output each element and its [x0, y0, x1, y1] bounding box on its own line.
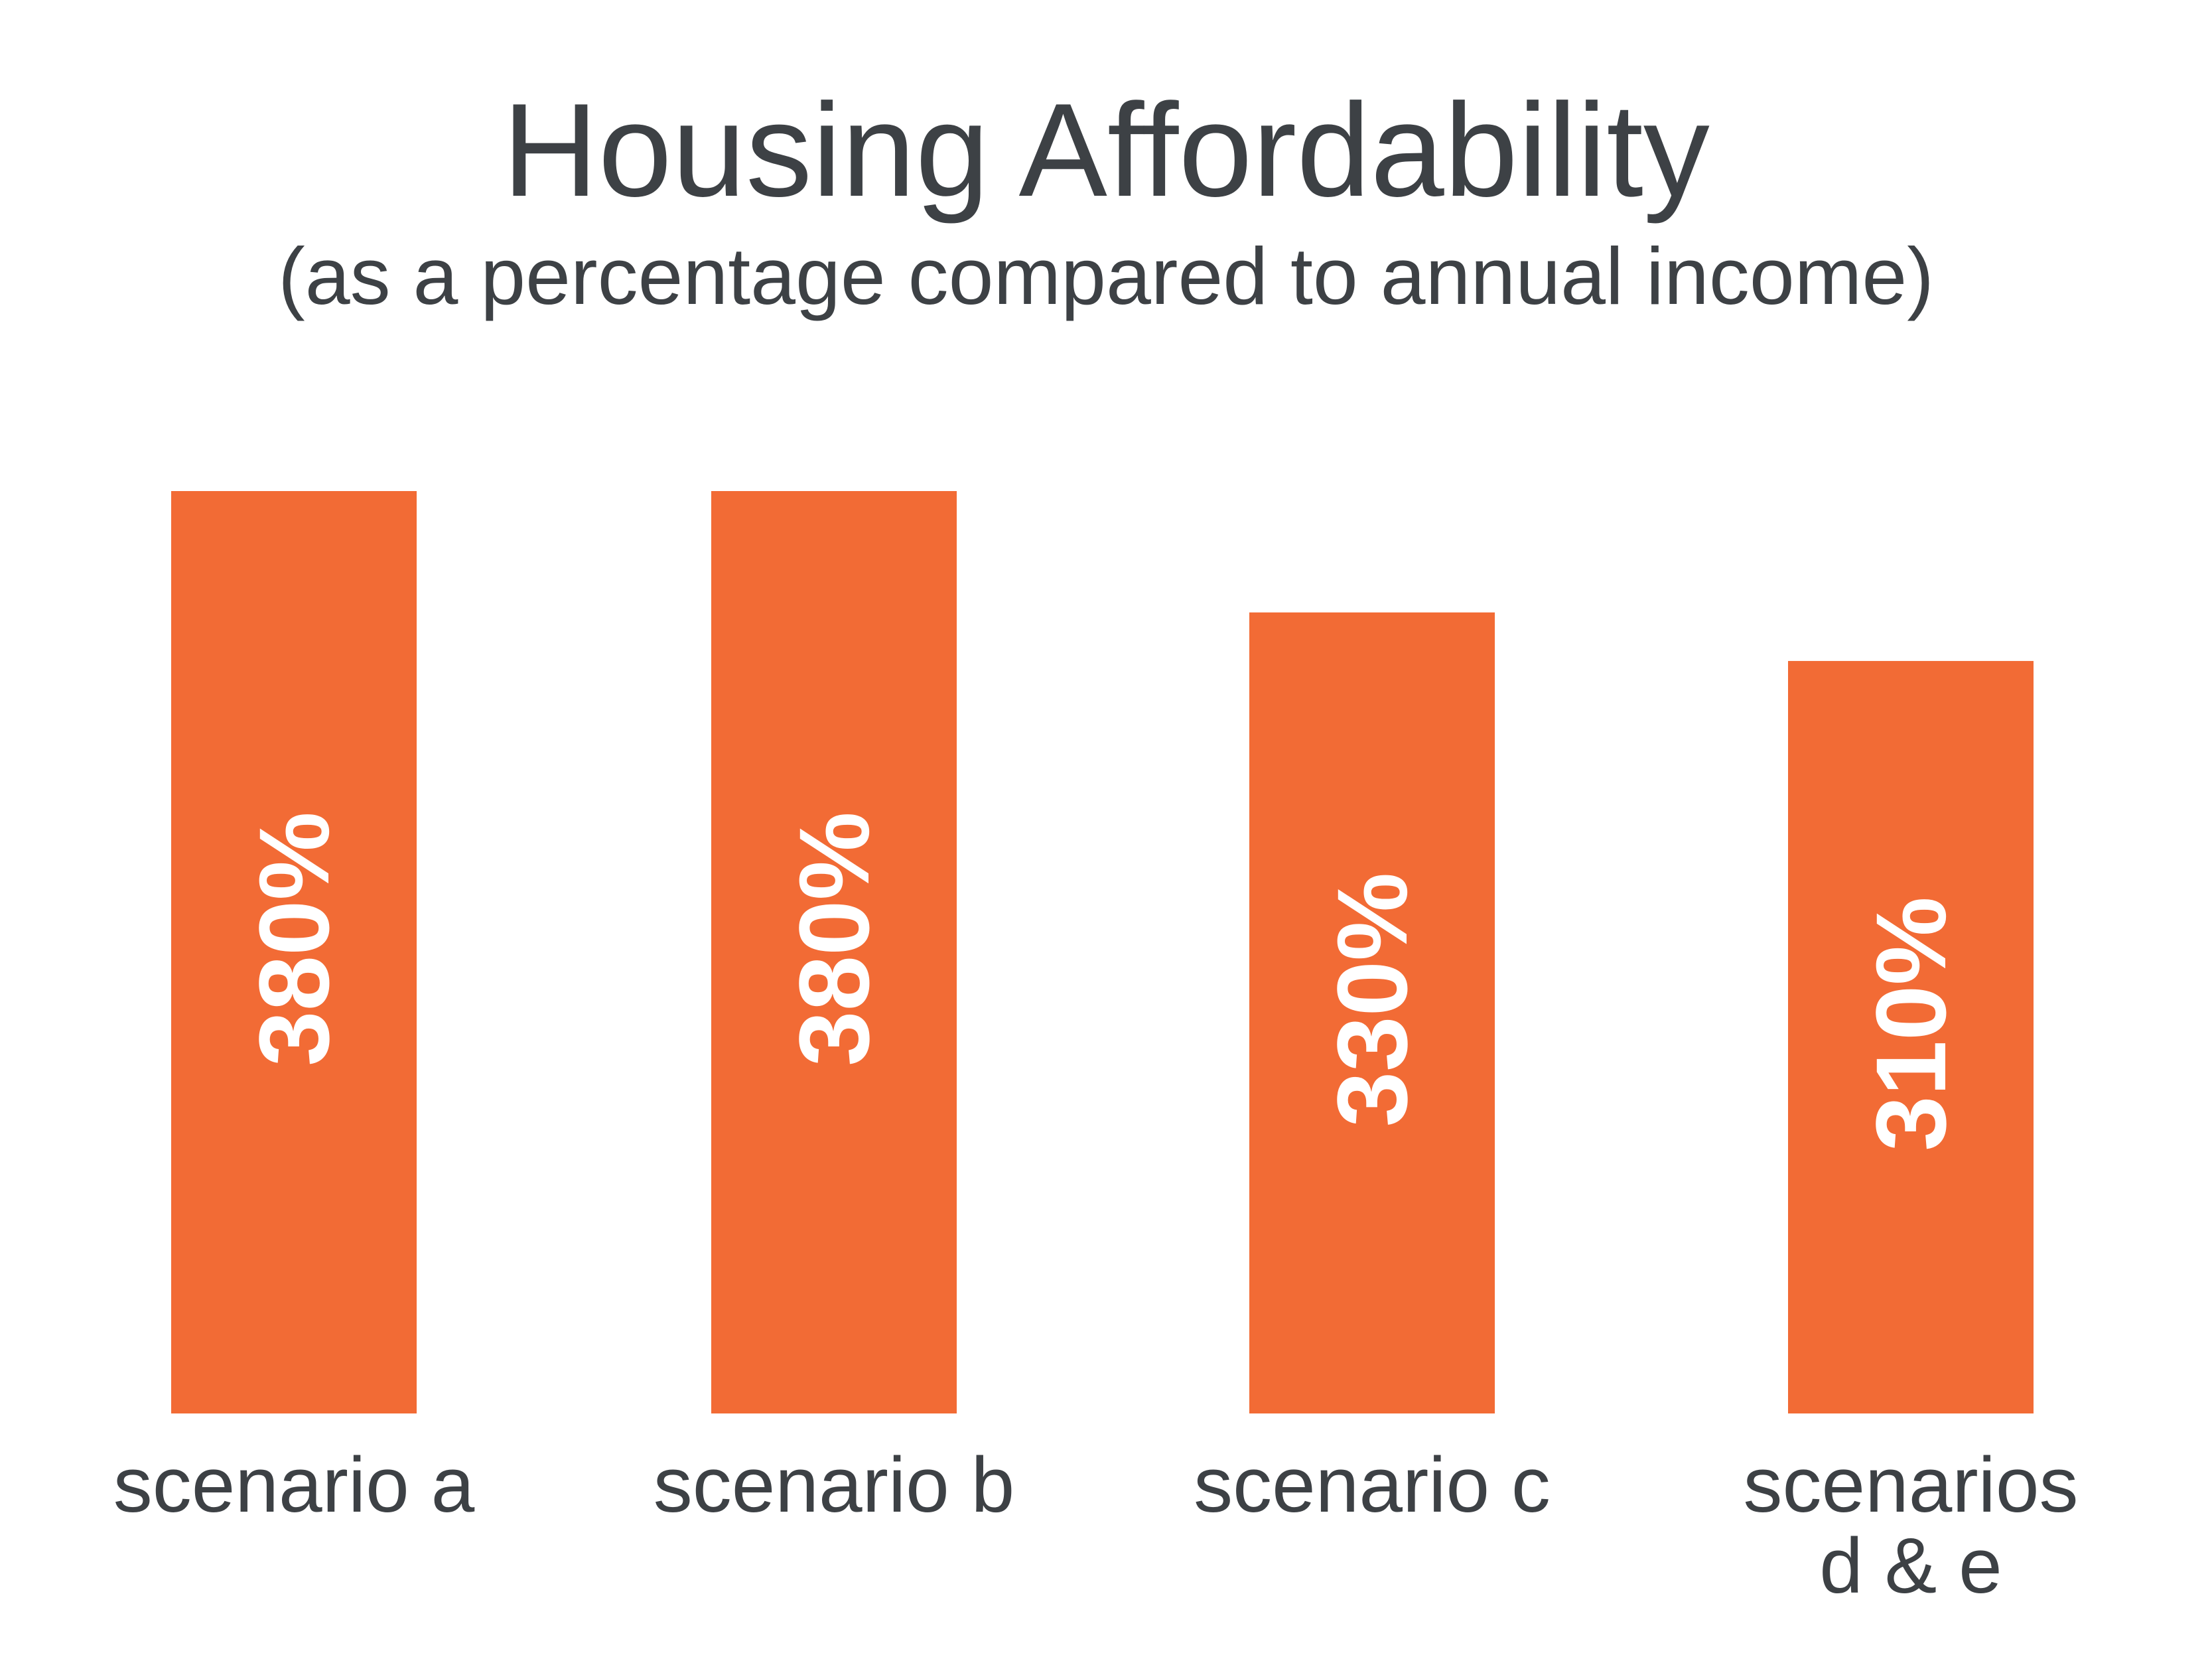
- bar-2: [711, 491, 957, 1413]
- category-label-4-line-2: d & e: [1819, 1522, 2002, 1610]
- category-label-3: scenario c: [1194, 1441, 1551, 1529]
- bar-value-label-4: 310%: [1855, 897, 1967, 1151]
- bars-group: 380% 380% 330% 310%: [171, 491, 2034, 1413]
- bar-3: [1249, 612, 1495, 1413]
- chart-title: Housing Affordability: [502, 76, 1710, 224]
- category-label-1: scenario a: [113, 1441, 475, 1529]
- category-label-2: scenario b: [654, 1441, 1014, 1529]
- category-labels-group: scenario a scenario b scenario c scenariosd…: [113, 1441, 2079, 1610]
- bar-4: [1788, 661, 2034, 1413]
- bar-1: [171, 491, 417, 1413]
- chart-subtitle: (as a percentage compared to annual inco…: [278, 231, 1934, 321]
- bar-value-label-3: 330%: [1316, 873, 1428, 1127]
- bar-value-label-1: 380%: [238, 812, 350, 1066]
- category-label-4-line-1: scenarios: [1743, 1441, 2078, 1529]
- bar-value-label-2: 380%: [778, 812, 890, 1066]
